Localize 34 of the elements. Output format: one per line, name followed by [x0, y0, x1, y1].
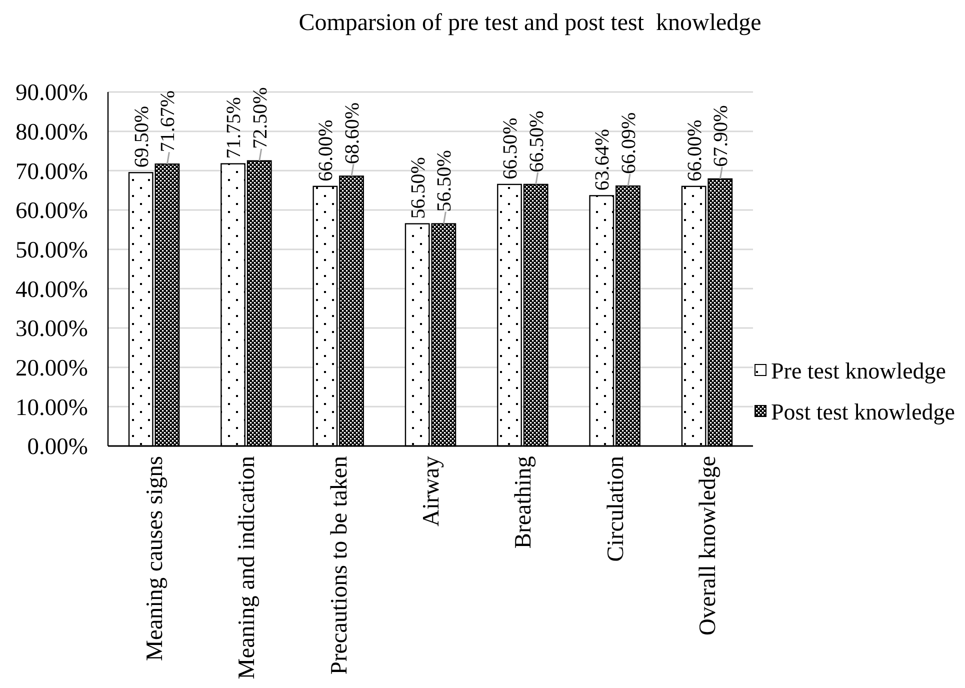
chart-title: Comparsion of pre test and post test knowledge — [298, 10, 762, 36]
y-tick-label: 30.00% — [16, 316, 88, 342]
x-tick-label: Meaning causes signs — [142, 456, 168, 661]
legend-label: Post test knowledge — [771, 400, 955, 425]
data-label: 68.60% — [342, 102, 364, 164]
data-label: 67.90% — [710, 105, 732, 167]
y-tick-label: 0.00% — [27, 434, 88, 460]
y-tick-label: 60.00% — [16, 198, 88, 224]
data-label: 66.00% — [315, 120, 338, 182]
data-label: 63.64% — [592, 129, 614, 191]
x-tick-label: Breathing — [510, 456, 537, 549]
y-tick-label: 70.00% — [16, 158, 88, 185]
data-label: 72.50% — [249, 87, 272, 149]
x-tick-label: Airway — [418, 456, 444, 526]
data-label: 66.50% — [499, 118, 522, 180]
data-label: 66.50% — [526, 110, 548, 172]
legend-label: Pre test knowledge — [771, 358, 946, 384]
y-tick-label: 10.00% — [16, 394, 88, 421]
data-label: 69.50% — [130, 106, 153, 168]
data-label: 66.09% — [618, 112, 640, 174]
data-label: 71.67% — [157, 90, 180, 152]
data-label: 66.00% — [684, 120, 706, 182]
x-tick-label: Circulation — [602, 456, 629, 562]
x-tick-label: Precautions to be taken — [326, 456, 352, 675]
data-label: 71.75% — [223, 97, 246, 159]
x-tick-label: Meaning and indication — [234, 456, 260, 680]
data-label: 56.50% — [434, 150, 456, 212]
data-label: 56.50% — [407, 157, 430, 219]
y-tick-label: 90.00% — [16, 80, 88, 106]
y-tick-label: 20.00% — [16, 356, 88, 382]
y-tick-label: 40.00% — [16, 276, 88, 303]
y-tick-label: 80.00% — [16, 120, 88, 146]
x-tick-label: Overall knowledge — [694, 456, 721, 636]
y-tick-label: 50.00% — [16, 238, 88, 264]
